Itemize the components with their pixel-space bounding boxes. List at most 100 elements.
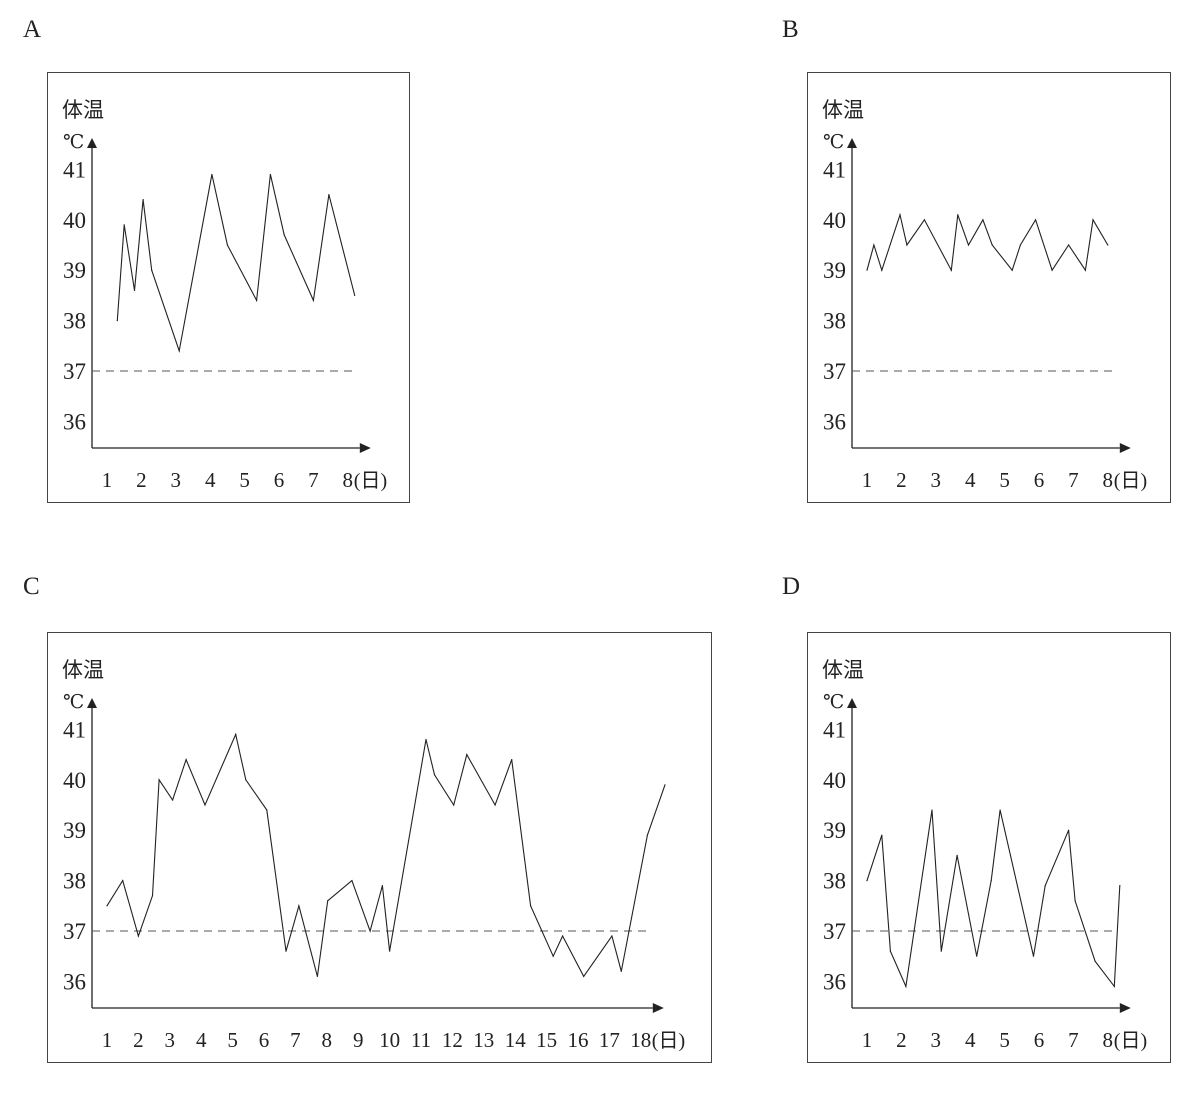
data-point [923, 219, 926, 221]
x-axis-unit: (日) [354, 470, 387, 492]
data-point [245, 779, 247, 781]
y-axis-unit: ℃ [823, 692, 844, 713]
y-tick-label: 38 [63, 869, 86, 894]
y-axis-arrow-icon [87, 698, 97, 708]
chart-panel-b: 体温 ℃ 36 37 38 39 40 41 1 2 3 4 5 6 7 8 (日) [807, 72, 1171, 503]
data-point [123, 224, 125, 226]
data-point [327, 900, 329, 902]
data-point [433, 774, 436, 776]
y-tick-label: 36 [63, 969, 86, 994]
data-point [1011, 269, 1013, 271]
data-point [873, 244, 875, 246]
data-point [967, 244, 970, 246]
data-point [950, 269, 952, 271]
data-point [1034, 219, 1037, 221]
y-axis-arrow-icon [847, 138, 857, 148]
x-tick-label: 6 [1034, 1028, 1045, 1052]
data-point [646, 834, 648, 836]
y-tick-label: 37 [63, 919, 86, 944]
data-point [178, 350, 180, 352]
y-axis-arrow-icon [87, 138, 97, 148]
x-tick-label: 3 [931, 468, 942, 492]
data-point [389, 950, 391, 952]
data-point [990, 880, 992, 882]
data-point [116, 320, 118, 322]
data-point [866, 880, 868, 882]
data-point [285, 950, 287, 952]
x-tick-label: 3 [931, 1028, 942, 1052]
y-axis-title: 体温 [62, 658, 104, 682]
data-point [866, 269, 868, 271]
x-tick-label: 4 [965, 468, 976, 492]
data-point [266, 809, 268, 811]
data-point [122, 880, 124, 882]
chart-svg: 体温 ℃ 36 37 38 39 40 41 1 2 3 4 5 6 7 8 (日) [62, 98, 387, 492]
data-point [354, 294, 356, 296]
x-tick-label: 2 [896, 1028, 907, 1052]
data-point [151, 895, 154, 897]
data-point [583, 975, 585, 977]
panel-letter-a: A [23, 16, 42, 43]
data-point [905, 985, 907, 988]
chart-panel-c: 体温 ℃ 36 37 38 39 40 41 1 2 3 4 5 6 7 8 9 10 11 12 13 14 15 16 17… [47, 632, 712, 1063]
data-point [151, 269, 153, 271]
data-point [425, 738, 427, 741]
x-tick-label: 16 [568, 1028, 589, 1052]
data-point [976, 955, 978, 957]
x-tick-label: 9 [353, 1028, 364, 1052]
data-point [106, 905, 108, 907]
temperature-series-line [866, 212, 1109, 273]
y-tick-label: 36 [823, 969, 846, 994]
x-axis-arrow-icon [1119, 443, 1131, 453]
y-axis-title: 体温 [822, 658, 864, 682]
x-tick-label: 10 [379, 1028, 400, 1052]
chart-svg: 体温 ℃ 36 37 38 39 40 41 1 2 3 4 5 6 7 8 (日) [822, 98, 1147, 492]
data-point [957, 214, 959, 216]
x-tick-label: 2 [136, 468, 147, 492]
x-tick-label: 5 [239, 468, 250, 492]
x-tick-label: 5 [227, 1028, 238, 1052]
data-point [1084, 269, 1087, 271]
x-tick-label: 5 [999, 468, 1010, 492]
x-tick-label: 7 [308, 468, 319, 492]
x-tick-label: 15 [536, 1028, 557, 1052]
x-tick-label: 12 [442, 1028, 463, 1052]
data-point [899, 214, 901, 216]
y-tick-label: 40 [63, 208, 86, 233]
temperature-series-line [106, 732, 666, 978]
x-tick-label: 2 [896, 468, 907, 492]
data-point [466, 754, 468, 756]
data-point [552, 955, 554, 957]
y-tick-label: 37 [63, 359, 86, 384]
chart-panel-d: 体温 ℃ 36 37 38 39 40 41 1 2 3 4 5 6 7 8 (日) [807, 632, 1171, 1063]
panel-letter-c: C [23, 573, 40, 600]
data-point [328, 194, 330, 196]
data-point [185, 759, 187, 761]
y-tick-label: 39 [63, 258, 86, 283]
panel-letter-b: B [782, 16, 799, 43]
data-point [1119, 885, 1121, 887]
y-tick-label: 41 [823, 157, 846, 182]
data-point [999, 809, 1001, 811]
x-axis-arrow-icon [1119, 1003, 1131, 1013]
data-point [494, 804, 496, 806]
chart-panel-a: 体温 ℃ 36 37 38 39 40 41 1 2 3 4 5 6 7 8 (日) [47, 72, 410, 503]
data-point [283, 234, 285, 236]
y-tick-label: 36 [63, 409, 86, 434]
data-point [1113, 985, 1115, 988]
data-point [312, 299, 314, 302]
chart-svg: 体温 ℃ 36 37 38 39 40 41 1 2 3 4 5 6 7 8 (日) [822, 658, 1147, 1052]
x-tick-label: 7 [1068, 468, 1079, 492]
data-point [982, 219, 984, 221]
temperature-series-line [866, 809, 1121, 989]
x-tick-label: 6 [274, 468, 285, 492]
x-tick-label: 18 [630, 1028, 651, 1052]
y-tick-label: 41 [63, 157, 86, 182]
x-tick-label: 6 [259, 1028, 270, 1052]
x-axis-unit: (日) [1114, 470, 1147, 492]
y-tick-label: 38 [823, 309, 846, 334]
data-point [235, 733, 237, 736]
data-point [381, 885, 383, 887]
x-tick-label: 1 [862, 1028, 873, 1052]
